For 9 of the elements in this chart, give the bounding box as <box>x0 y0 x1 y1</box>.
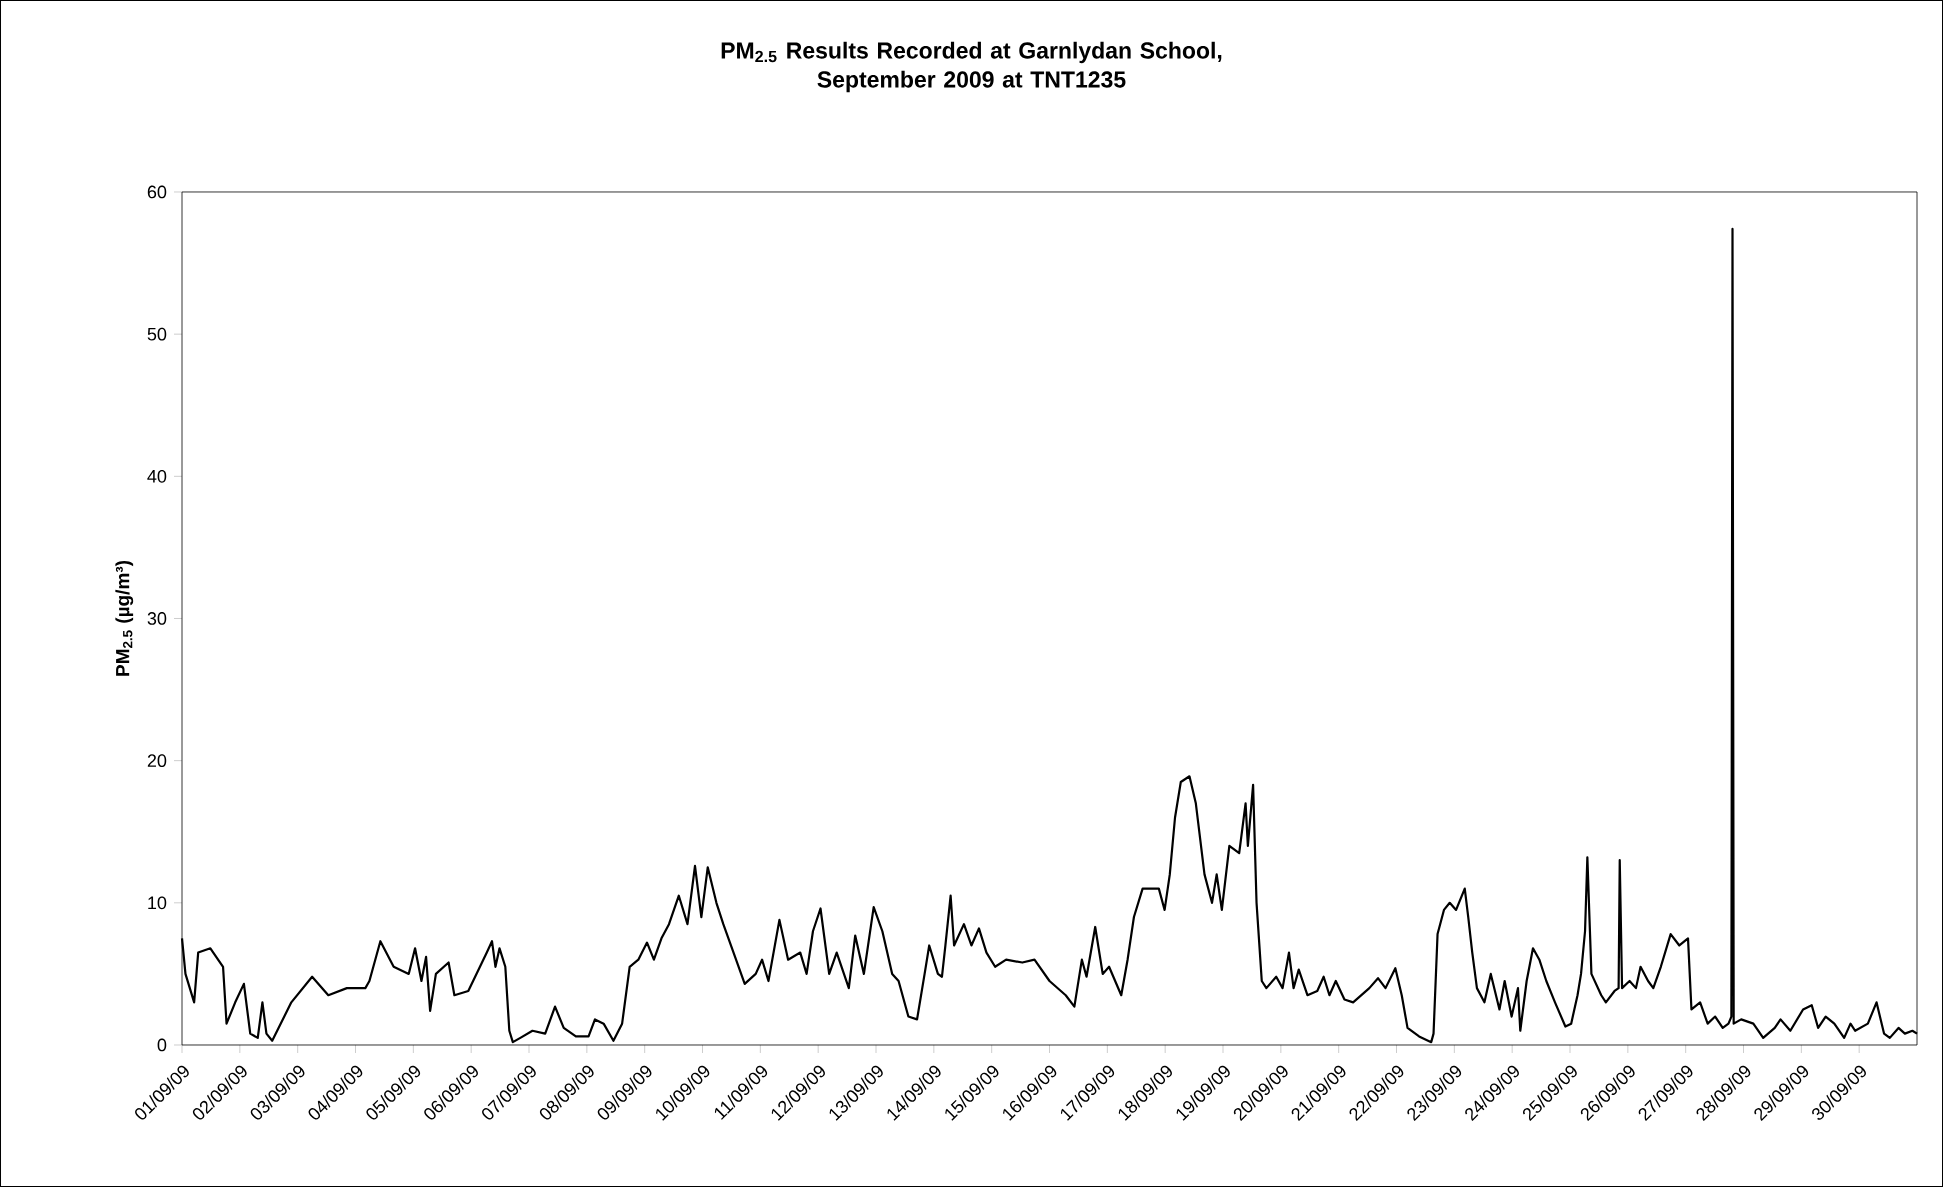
chart-title: PM$_{2.5}$ Results Recorded at Garnlydan School, September 2009 at TNT1235 <box>721 41 1222 93</box>
y-tick-label: 50 <box>147 327 167 341</box>
y-tick-label: 10 <box>148 896 167 910</box>
y-tick-label: 0 <box>157 1038 167 1052</box>
y-tick-label: 30 <box>147 612 167 625</box>
y-axis-title: PM$_{2.5}$ (µg/m³) <box>115 560 134 676</box>
y-tick-label: 60 <box>147 185 167 199</box>
y-tick-label: 20 <box>147 754 167 768</box>
y-tick-label: 40 <box>147 469 167 483</box>
